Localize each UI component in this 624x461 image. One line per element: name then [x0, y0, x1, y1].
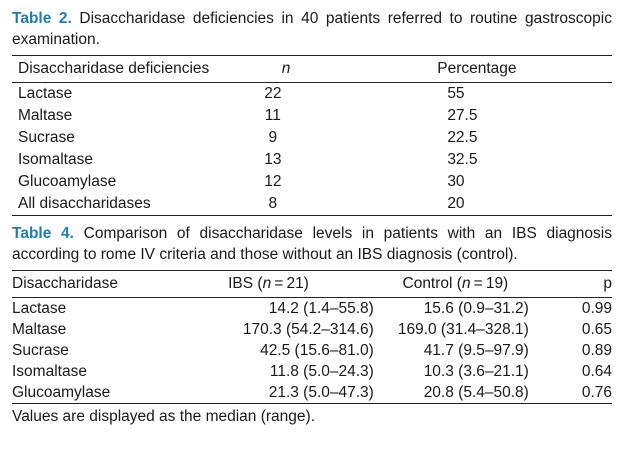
row-name: Glucoamylase [12, 383, 111, 401]
row-p: 0.76 [581, 383, 612, 401]
row-ibs: 14.2 (1.4–55.8) [202, 298, 377, 319]
row-name: Sucrase [18, 129, 75, 146]
table4-header-ibs: IBS (n = 21) [196, 271, 396, 297]
table4-label: Table 4. [12, 225, 74, 242]
document-page: Table 2. Disaccharidase deficiencies in … [12, 8, 612, 426]
row-n: 9 [268, 129, 278, 146]
ibs-header-n: n [262, 275, 272, 292]
table2-top-rule [12, 55, 612, 56]
row-ibs-value: 170.3 (54.2–314.6) [242, 320, 374, 338]
row-control-value: 10.3 (3.6–21.1) [423, 362, 529, 380]
row-ibs: 170.3 (54.2–314.6) [202, 319, 377, 340]
table-row: Lactase 14.2 (1.4–55.8) 15.6 (0.9–31.2) … [12, 298, 612, 319]
table4-header-rule [12, 297, 612, 298]
table-row: Maltase 170.3 (54.2–314.6) 169.0 (31.4–3… [12, 319, 612, 340]
ibs-header-suffix: = 21) [271, 275, 309, 292]
row-n: 22 [264, 85, 282, 102]
control-header-prefix: Control ( [402, 275, 462, 292]
row-name: Lactase [12, 299, 67, 317]
table4-bottom-rule [12, 403, 612, 404]
table4-header-p: p [603, 275, 612, 292]
table2-header-percentage: Percentage [437, 60, 517, 77]
table4-header-disaccharidase: Disaccharidase [12, 275, 118, 292]
row-percentage: 27.5 [447, 107, 478, 124]
table2-bottom-rule [12, 215, 612, 216]
row-control: 10.3 (3.6–21.1) [377, 361, 544, 382]
row-name: Isomaltase [12, 362, 87, 380]
table2-caption: Table 2. Disaccharidase deficiencies in … [12, 8, 612, 50]
row-n: 11 [264, 107, 281, 124]
table2-header-row: Disaccharidase deficiencies n Percentage [12, 56, 612, 82]
table-row: Isomaltase 11.8 (5.0–24.3) 10.3 (3.6–21.… [12, 361, 612, 382]
table2-header-deficiencies: Disaccharidase deficiencies [18, 60, 210, 77]
table2: Disaccharidase deficiencies n Percentage [12, 56, 612, 82]
row-ibs-value: 14.2 (1.4–55.8) [268, 299, 374, 317]
table2-caption-text: Disaccharidase deficiencies in 40 patien… [12, 10, 612, 48]
row-ibs-value: 21.3 (5.0–47.3) [268, 383, 374, 401]
row-control-value: 20.8 (5.4–50.8) [423, 383, 529, 401]
row-name: Lactase [18, 85, 73, 102]
row-p: 0.89 [581, 341, 612, 359]
table-row: All disaccharidases 8 20 [12, 193, 612, 215]
control-header-n: n [461, 275, 471, 292]
row-name: Maltase [18, 107, 73, 124]
row-percentage: 20 [447, 195, 465, 212]
table4-caption: Table 4. Comparison of disaccharidase le… [12, 223, 612, 265]
ibs-header-prefix: IBS ( [228, 275, 263, 292]
table-row: Sucrase 9 22.5 [12, 127, 612, 149]
row-p: 0.99 [581, 299, 612, 317]
table2-header-rule [12, 82, 612, 83]
table-row: Glucoamylase 21.3 (5.0–47.3) 20.8 (5.4–5… [12, 382, 612, 403]
table4-footnote: Values are displayed as the median (rang… [12, 408, 315, 425]
table4-caption-text: Comparison of disaccharidase levels in p… [12, 225, 612, 263]
table-spacer [12, 216, 612, 223]
table2-body: Lactase 22 55 Maltase 11 27.5 Sucrase 9 … [12, 83, 612, 215]
row-name: Glucoamylase [18, 173, 117, 190]
row-name: Sucrase [12, 341, 69, 359]
row-percentage: 32.5 [447, 151, 478, 168]
row-percentage: 30 [447, 173, 465, 190]
row-ibs-value: 42.5 (15.6–81.0) [260, 341, 374, 359]
row-ibs: 11.8 (5.0–24.3) [202, 361, 377, 382]
table-row: Isomaltase 13 32.5 [12, 149, 612, 171]
row-n: 12 [264, 173, 282, 190]
row-n: 8 [268, 195, 278, 212]
table-row: Maltase 11 27.5 [12, 105, 612, 127]
row-control: 20.8 (5.4–50.8) [377, 382, 544, 403]
row-p: 0.65 [581, 320, 612, 338]
table-row: Lactase 22 55 [12, 83, 612, 105]
table4-header-row: Disaccharidase IBS (n = 21) Control (n =… [12, 271, 612, 297]
table4: Disaccharidase IBS (n = 21) Control (n =… [12, 271, 612, 297]
row-percentage: 22.5 [447, 129, 478, 146]
row-p: 0.64 [581, 362, 612, 380]
row-ibs-value: 11.8 (5.0–24.3) [269, 362, 374, 380]
table2-header-n: n [281, 60, 291, 77]
row-name: All disaccharidases [18, 195, 151, 212]
row-control: 15.6 (0.9–31.2) [377, 298, 544, 319]
row-n: 13 [264, 151, 282, 168]
row-percentage: 55 [447, 85, 465, 102]
table-row: Sucrase 42.5 (15.6–81.0) 41.7 (9.5–97.9)… [12, 340, 612, 361]
row-control: 169.0 (31.4–328.1) [377, 319, 544, 340]
row-control-value: 169.0 (31.4–328.1) [397, 320, 529, 338]
control-header-suffix: = 19) [470, 275, 509, 292]
table4-body: Lactase 14.2 (1.4–55.8) 15.6 (0.9–31.2) … [12, 298, 612, 403]
table4-header-control: Control (n = 19) [397, 271, 564, 297]
table2-label: Table 2. [12, 10, 72, 27]
row-control-value: 41.7 (9.5–97.9) [423, 341, 529, 359]
row-ibs: 21.3 (5.0–47.3) [202, 382, 377, 403]
row-name: Maltase [12, 320, 67, 338]
row-control: 41.7 (9.5–97.9) [377, 340, 544, 361]
table-row: Glucoamylase 12 30 [12, 171, 612, 193]
row-name: Isomaltase [18, 151, 93, 168]
row-control-value: 15.6 (0.9–31.2) [423, 299, 529, 317]
table4-top-rule [12, 270, 612, 271]
row-ibs: 42.5 (15.6–81.0) [202, 340, 377, 361]
